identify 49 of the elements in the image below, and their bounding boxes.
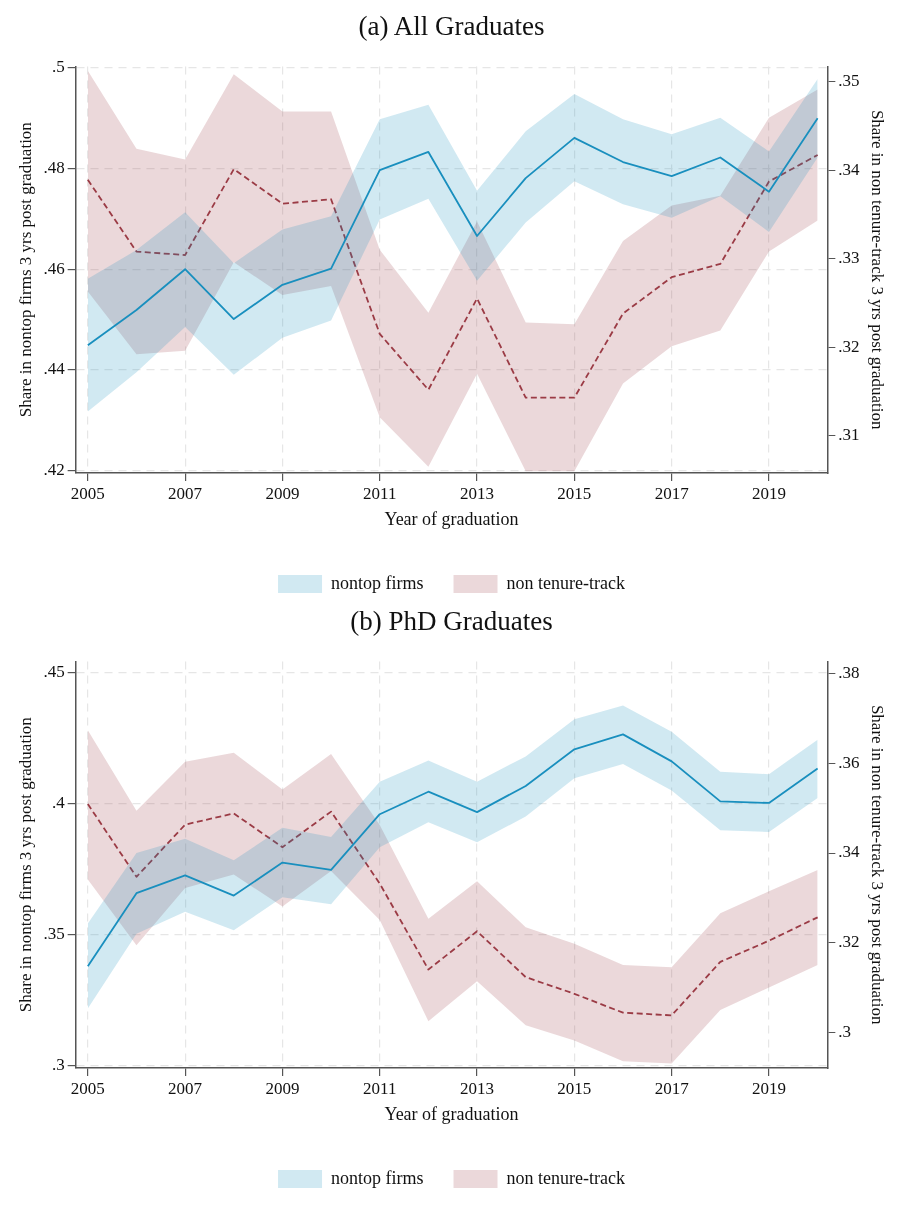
y-tick-label: .45 [43, 662, 65, 682]
y-tick-label: .35 [43, 924, 65, 944]
y2-tick-label: .32 [838, 932, 860, 952]
x-tick-label: 2011 [363, 483, 397, 503]
line-series [86, 154, 819, 399]
x-tick-label: 2013 [460, 483, 495, 503]
x-tick-label: 2009 [265, 483, 300, 503]
x-tick-label: 2013 [460, 1078, 495, 1098]
y2-tick-label: .38 [838, 662, 860, 682]
x-axis-title: Year of graduation [384, 508, 519, 529]
legend-label: non tenure-track [506, 1167, 625, 1188]
y-tick-label: .5 [51, 57, 65, 77]
x-tick-label: 2009 [265, 1078, 300, 1098]
x-tick-label: 2017 [654, 1078, 690, 1098]
x-tick-label: 2007 [168, 483, 203, 503]
legend-label: non tenure-track [506, 572, 625, 593]
y2-tick-label: .34 [838, 159, 861, 179]
legend-label: nontop firms [331, 1167, 424, 1188]
x-tick-label: 2015 [557, 1078, 592, 1098]
y-tick-label: .4 [51, 793, 66, 813]
y-axis-title: Share in nontop firms 3 yrs post graduation [15, 121, 35, 418]
y-axis-title: Share in nontop firms 3 yrs post graduation [15, 716, 35, 1013]
y-tick-label: .42 [43, 459, 65, 479]
chart-title: (b) PhD Graduates [350, 606, 553, 637]
y-tick-label: .48 [43, 158, 65, 178]
legend-label: nontop firms [331, 572, 424, 593]
x-tick-label: 2019 [751, 483, 786, 503]
y2-axis-title: Share in non tenure-track 3 yrs post graduation [868, 704, 888, 1025]
line-series [86, 803, 819, 1017]
y-tick-label: .46 [43, 258, 65, 278]
y-tick-label: .44 [43, 359, 66, 379]
x-tick-label: 2015 [557, 483, 592, 503]
y2-tick-label: .32 [838, 336, 860, 356]
x-tick-label: 2011 [363, 1078, 397, 1098]
y2-tick-label: .31 [838, 425, 860, 445]
x-axis-title: Year of graduation [384, 1103, 519, 1124]
y2-axis-title: Share in non tenure-track 3 yrs post graduation [868, 109, 888, 430]
x-tick-label: 2017 [654, 483, 690, 503]
y2-tick-label: .35 [838, 70, 860, 90]
x-tick-label: 2007 [168, 1078, 203, 1098]
y2-tick-label: .3 [838, 1022, 852, 1042]
x-tick-label: 2019 [751, 1078, 786, 1098]
x-tick-label: 2005 [70, 1078, 105, 1098]
y2-tick-label: .33 [838, 248, 860, 268]
chart-title: (a) All Graduates [358, 11, 545, 42]
x-tick-label: 2005 [70, 483, 105, 503]
y-tick-label: .3 [51, 1054, 65, 1074]
y2-tick-label: .36 [838, 752, 860, 772]
y2-tick-label: .34 [838, 842, 861, 862]
